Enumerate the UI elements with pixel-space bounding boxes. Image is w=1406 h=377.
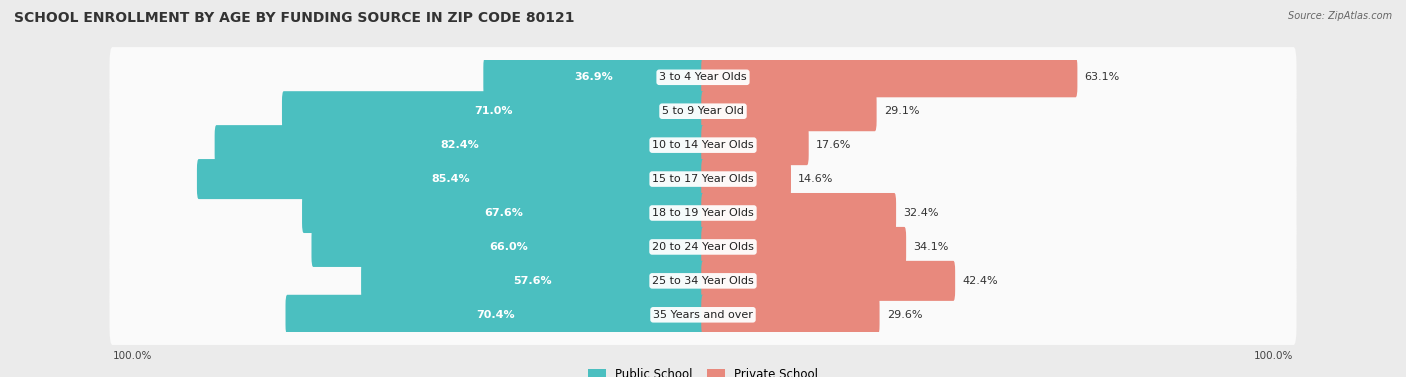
FancyBboxPatch shape xyxy=(110,115,1296,175)
Text: 15 to 17 Year Olds: 15 to 17 Year Olds xyxy=(652,174,754,184)
Text: 35 Years and over: 35 Years and over xyxy=(652,310,754,320)
Text: 25 to 34 Year Olds: 25 to 34 Year Olds xyxy=(652,276,754,286)
FancyBboxPatch shape xyxy=(702,159,792,199)
Text: 17.6%: 17.6% xyxy=(815,140,851,150)
FancyBboxPatch shape xyxy=(361,261,704,301)
FancyBboxPatch shape xyxy=(702,261,955,301)
FancyBboxPatch shape xyxy=(702,295,880,335)
FancyBboxPatch shape xyxy=(702,91,876,131)
Text: 42.4%: 42.4% xyxy=(962,276,998,286)
Text: 34.1%: 34.1% xyxy=(914,242,949,252)
Text: 29.1%: 29.1% xyxy=(884,106,920,116)
FancyBboxPatch shape xyxy=(285,295,704,335)
FancyBboxPatch shape xyxy=(110,217,1296,277)
FancyBboxPatch shape xyxy=(702,125,808,165)
Text: 18 to 19 Year Olds: 18 to 19 Year Olds xyxy=(652,208,754,218)
Text: 14.6%: 14.6% xyxy=(799,174,834,184)
FancyBboxPatch shape xyxy=(110,183,1296,243)
FancyBboxPatch shape xyxy=(110,149,1296,209)
Text: 63.1%: 63.1% xyxy=(1084,72,1119,82)
Text: 82.4%: 82.4% xyxy=(440,140,479,150)
FancyBboxPatch shape xyxy=(702,227,905,267)
Text: 32.4%: 32.4% xyxy=(903,208,939,218)
FancyBboxPatch shape xyxy=(484,57,704,97)
Text: 36.9%: 36.9% xyxy=(575,72,613,82)
Text: 5 to 9 Year Old: 5 to 9 Year Old xyxy=(662,106,744,116)
FancyBboxPatch shape xyxy=(215,125,704,165)
Text: 57.6%: 57.6% xyxy=(513,276,553,286)
Text: SCHOOL ENROLLMENT BY AGE BY FUNDING SOURCE IN ZIP CODE 80121: SCHOOL ENROLLMENT BY AGE BY FUNDING SOUR… xyxy=(14,11,575,25)
Text: 100.0%: 100.0% xyxy=(1254,351,1294,361)
FancyBboxPatch shape xyxy=(110,81,1296,141)
Text: 10 to 14 Year Olds: 10 to 14 Year Olds xyxy=(652,140,754,150)
Text: 29.6%: 29.6% xyxy=(887,310,922,320)
Text: 85.4%: 85.4% xyxy=(432,174,470,184)
FancyBboxPatch shape xyxy=(283,91,704,131)
Text: 67.6%: 67.6% xyxy=(484,208,523,218)
Text: 66.0%: 66.0% xyxy=(489,242,527,252)
FancyBboxPatch shape xyxy=(702,193,896,233)
FancyBboxPatch shape xyxy=(197,159,704,199)
FancyBboxPatch shape xyxy=(702,57,1077,97)
Legend: Public School, Private School: Public School, Private School xyxy=(583,363,823,377)
Text: 3 to 4 Year Olds: 3 to 4 Year Olds xyxy=(659,72,747,82)
FancyBboxPatch shape xyxy=(110,47,1296,107)
FancyBboxPatch shape xyxy=(302,193,704,233)
Text: 100.0%: 100.0% xyxy=(112,351,152,361)
Text: Source: ZipAtlas.com: Source: ZipAtlas.com xyxy=(1288,11,1392,21)
Text: 70.4%: 70.4% xyxy=(475,310,515,320)
FancyBboxPatch shape xyxy=(110,251,1296,311)
Text: 71.0%: 71.0% xyxy=(474,106,513,116)
Text: 20 to 24 Year Olds: 20 to 24 Year Olds xyxy=(652,242,754,252)
FancyBboxPatch shape xyxy=(312,227,704,267)
FancyBboxPatch shape xyxy=(110,285,1296,345)
